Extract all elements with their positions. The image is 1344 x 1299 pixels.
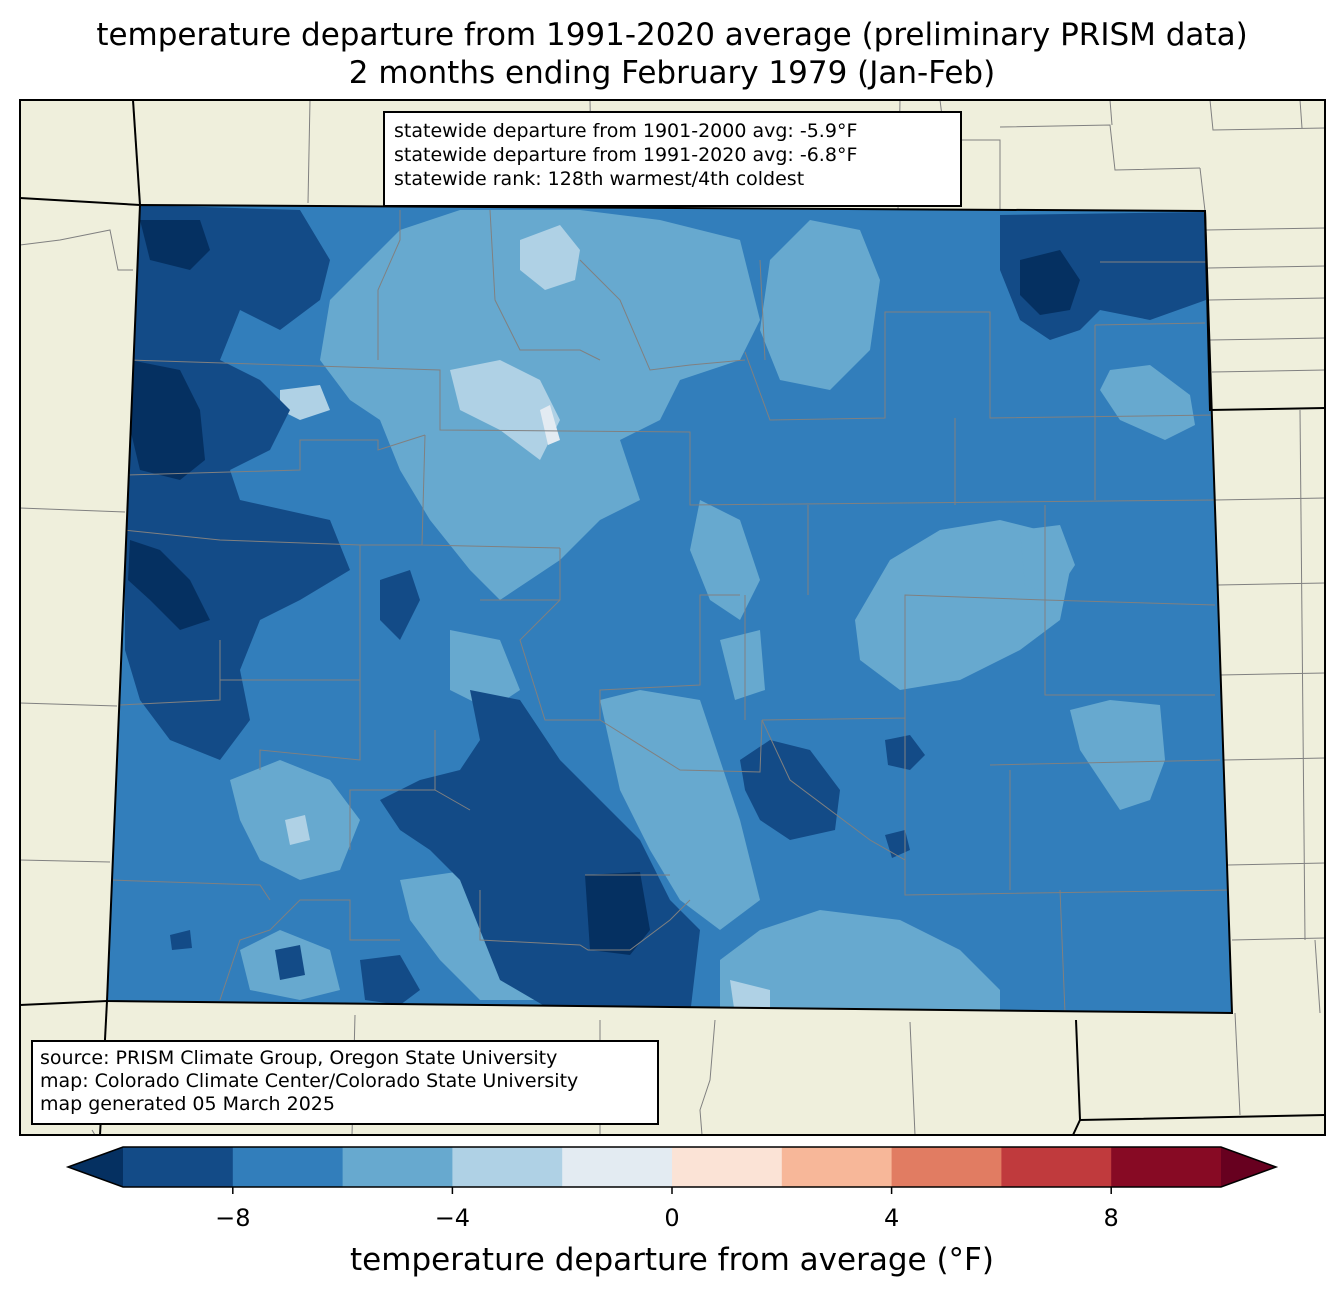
- colorado-county-lines: [109, 209, 1231, 1013]
- stat-rank: statewide rank: 128th warmest/4th coldes…: [394, 168, 805, 190]
- temperature-departure-field: [107, 205, 1232, 1013]
- source-credit-box: source: PRISM Climate Group, Oregon Stat…: [31, 1040, 659, 1125]
- map-subtitle: 2 months ending February 1979 (Jan-Feb): [348, 55, 996, 91]
- stat-departure-1991-2020: statewide departure from 1991-2020 avg: …: [394, 144, 858, 166]
- colorbar-tick-label: −4: [434, 1204, 471, 1232]
- generated-date-line: map generated 05 March 2025: [40, 1093, 335, 1115]
- colorbar-tick-label: 8: [1103, 1204, 1119, 1232]
- stat-departure-1901-2000: statewide departure from 1901-2000 avg: …: [394, 120, 858, 142]
- colorbar-label: temperature departure from average (°F): [350, 1242, 994, 1278]
- colorbar-tick-label: 4: [883, 1204, 900, 1232]
- map-title: temperature departure from 1991-2020 ave…: [96, 17, 1248, 53]
- statewide-stats-box: statewide departure from 1901-2000 avg: …: [383, 111, 962, 207]
- map-frame: [19, 99, 1326, 1136]
- source-line: source: PRISM Climate Group, Oregon Stat…: [40, 1047, 558, 1069]
- colorbar-tick-label: 0: [664, 1204, 680, 1232]
- colorbar-tick-label: −8: [215, 1204, 251, 1232]
- map-credit-line: map: Colorado Climate Center/Colorado St…: [40, 1070, 579, 1092]
